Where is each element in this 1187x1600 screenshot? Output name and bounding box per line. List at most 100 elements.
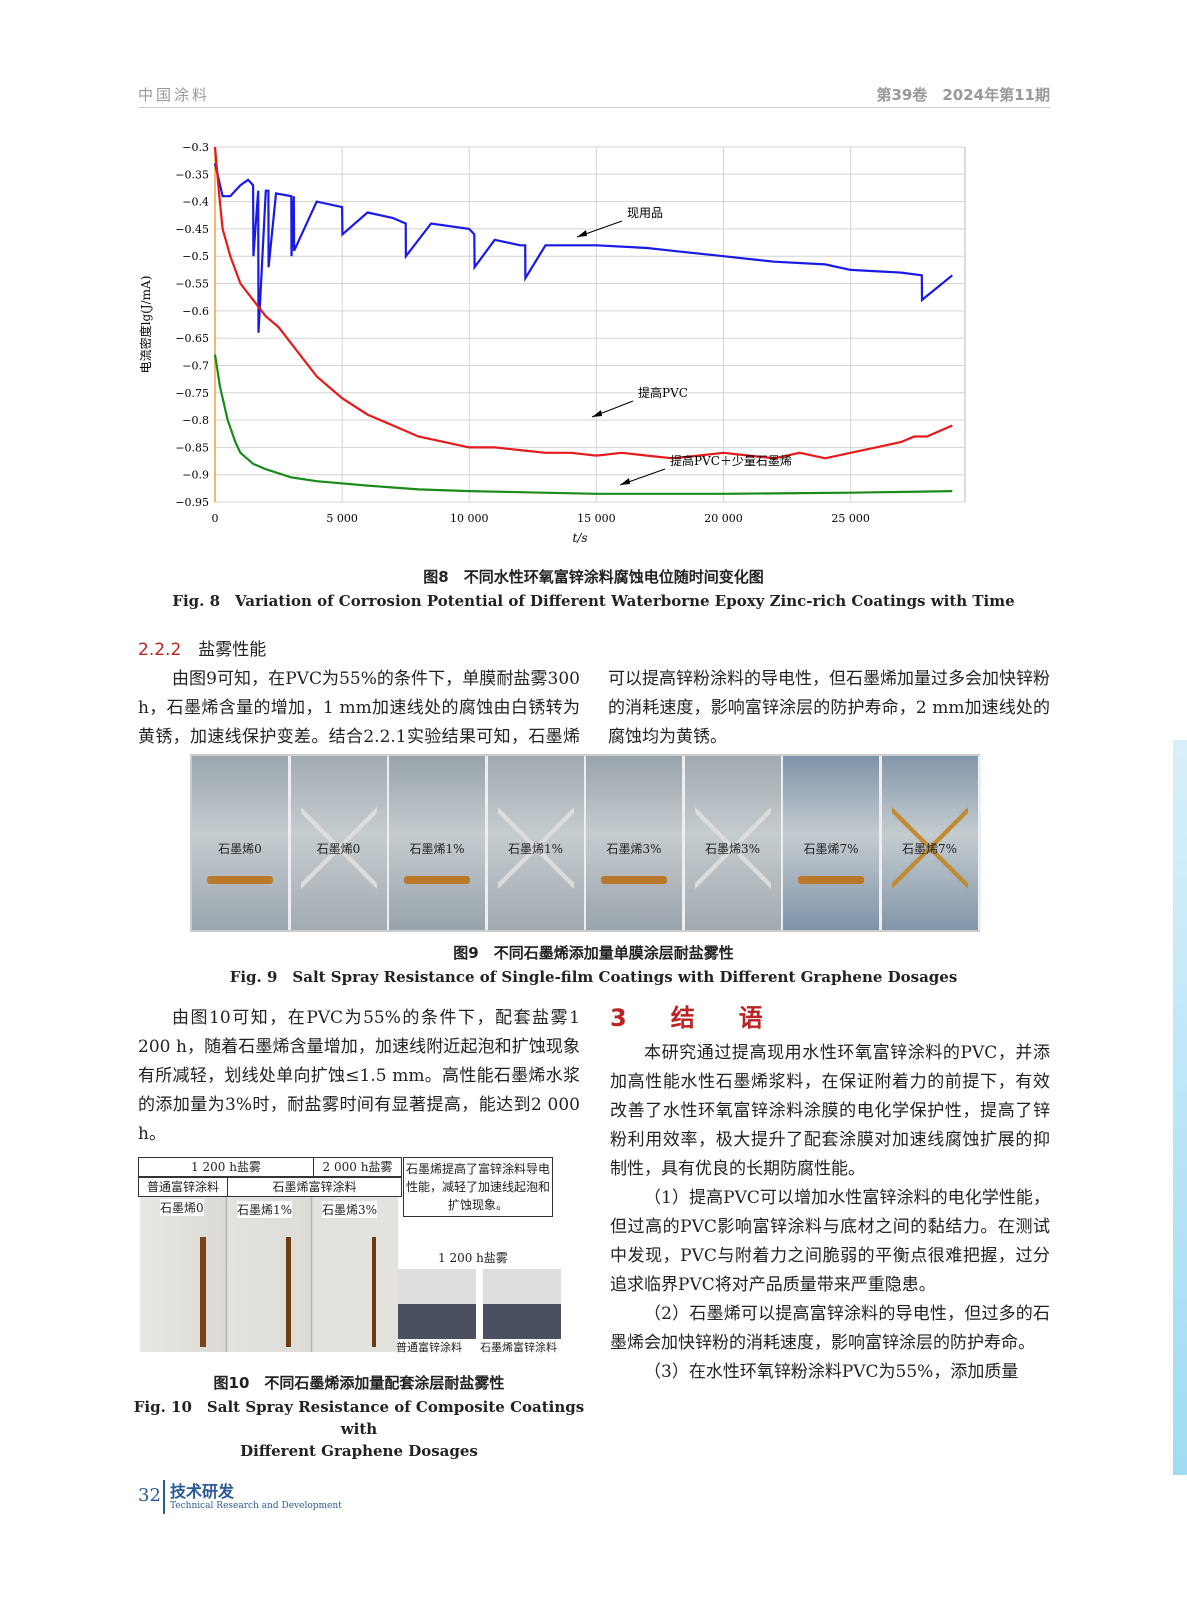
paragraph: （2）石墨烯可以提高富锌涂料的导电性，但过多的石墨烯会加快锌粉的消耗速度，影响富… [610, 1304, 1050, 1353]
rust-band [404, 876, 470, 884]
fig9-panel-label: 石墨烯0 [316, 842, 361, 856]
fig9-panel: 石墨烯0 [290, 756, 390, 930]
journal-name: 中国涂料 [138, 86, 211, 104]
fig8-chart: −0.3 −0.35 −0.4 −0.45 −0.5 −0.55 −0.6 −0.65 −0.7… [138, 141, 966, 545]
series-label: 现用品 [627, 206, 663, 220]
y-tick-label: −0.4 [182, 196, 209, 209]
x-tick-label: 20 000 [704, 512, 743, 525]
panel-label: 石墨烯1% [237, 1201, 293, 1218]
fig9-caption-en: Fig. 9 Salt Spray Resistance of Single-f… [229, 968, 958, 986]
footer-section-en: Technical Research and Development [170, 1501, 342, 1511]
fig9-panel-label: 石墨烯7% [803, 842, 859, 856]
fig10-caption-zh: 图10 不同石墨烯添加量配套涂层耐盐雾性 [213, 1374, 505, 1392]
fig10-figure: 1 200 h盐雾 2 000 h盐雾 普通富锌涂料 石墨烯富锌涂料 石墨烯0 … [138, 1157, 583, 1357]
paragraph: 由图10可知，在PVC为55%的条件下，配套盐雾1 200 h，随着石墨烯含量增… [138, 1008, 580, 1144]
edge-tab [1173, 740, 1187, 1475]
y-tick-label: −0.75 [175, 387, 209, 400]
footer-section-zh: 技术研发 [170, 1482, 235, 1501]
fig10-col-graphene: 石墨烯富锌涂料 [227, 1177, 402, 1197]
series-label: 提高PVC＋少量石墨烯 [670, 453, 792, 468]
right-column-2: 3 结 语 本研究通过提高现用水性环氧富锌涂料的PVC，并添加高性能水性石墨烯浆… [610, 1004, 1050, 1387]
y-tick-label: −0.45 [175, 223, 209, 236]
fig9-panel-label: 石墨烯0 [218, 842, 262, 856]
scribe-x-mark [300, 786, 377, 910]
fig10-small-label-normal: 普通富锌涂料 [396, 1341, 462, 1354]
y-tick-label: −0.8 [182, 414, 209, 427]
section-heading-222: 2.2.2 盐雾性能 [138, 640, 267, 660]
fig10-caption-en: Fig. 10 Salt Spray Resistance of Composi… [133, 1398, 585, 1460]
paragraph: 本研究通过提高现用水性环氧富锌涂料的PVC，并添加高性能水性石墨烯浆料，在保证附… [610, 1043, 1050, 1179]
x-tick-label: 5 000 [326, 512, 358, 525]
rust-line [372, 1237, 376, 1347]
fig10-small-title: 1 200 h盐雾 [438, 1251, 508, 1265]
x-tick-label: 0 [212, 512, 219, 525]
x-tick-label: 10 000 [450, 512, 489, 525]
rust-line [200, 1237, 206, 1347]
series-line-0 [213, 163, 953, 333]
scribe-x-mark [497, 786, 574, 910]
arrow-head-icon [592, 410, 602, 417]
plot-area [214, 146, 966, 503]
series-label: 提高PVC [638, 385, 688, 400]
fig10-closeup-normal [398, 1269, 476, 1339]
rust-band [601, 876, 667, 884]
fig9-panel-label: 石墨烯7% [901, 842, 958, 856]
y-tick-label: −0.95 [175, 496, 209, 509]
fig10-note-box: 石墨烯提高了富锌涂料导电性能，减轻了加速线起泡和扩蚀现象。 [403, 1157, 553, 1217]
fig10-header-2000h: 2 000 h盐雾 [313, 1157, 402, 1177]
sec222-body: 由图9可知，在PVC为55%的条件下，单膜耐盐雾300 h，石墨烯含量的增加，1… [138, 665, 1050, 755]
series-line-2 [213, 354, 953, 495]
x-axis-label: t/s [572, 531, 587, 545]
fig10-panels-photo: 石墨烯0 石墨烯1% 石墨烯3% [140, 1197, 398, 1352]
header-rule [138, 107, 1050, 108]
y-tick-label: −0.9 [182, 469, 209, 482]
issue-info: 第39卷 2024年第11期 [876, 86, 1051, 104]
fig9-panel-label: 石墨烯3% [606, 842, 662, 856]
paragraph: （1）提高PVC可以增加水性富锌涂料的电化学性能，但过高的PVC影响富锌涂料与底… [610, 1188, 1050, 1295]
section-heading-3: 3 结 语 [610, 1004, 773, 1032]
fig9-panel: 石墨烯7% [783, 756, 882, 930]
fig9-panel: 石墨烯3% [684, 756, 784, 930]
rust-line [286, 1237, 291, 1347]
fig9-caption-zh: 图9 不同石墨烯添加量单膜涂层耐盐雾性 [453, 944, 734, 962]
panel-label: 石墨烯3% [322, 1201, 378, 1218]
fig8-caption-zh: 图8 不同水性环氧富锌涂料腐蚀电位随时间变化图 [423, 568, 764, 586]
fig8-caption-en: Fig. 8 Variation of Corrosion Potential … [172, 592, 1015, 610]
rust-band [798, 876, 864, 884]
x-tick-label: 15 000 [577, 512, 616, 525]
y-tick-label: −0.6 [182, 305, 209, 318]
panel-label: 石墨烯0 [160, 1199, 204, 1216]
y-tick-label: −0.55 [175, 278, 209, 291]
fig9-panel: 石墨烯1% [487, 756, 587, 930]
fig9-panel-label: 石墨烯3% [704, 842, 761, 856]
fig10-col-normal: 普通富锌涂料 [138, 1177, 228, 1197]
fig9-panel: 石墨烯3% [586, 756, 685, 930]
footer-divider [163, 1480, 165, 1514]
fig10-header-1200h: 1 200 h盐雾 [138, 1157, 314, 1177]
page-number: 32 [138, 1485, 161, 1506]
fig9-panel: 石墨烯0 [192, 756, 291, 930]
fig10-closeup-graphene [483, 1269, 561, 1339]
y-tick-label: −0.85 [175, 441, 209, 454]
paragraph: （3）在水性环氧锌粉涂料PVC为55%，添加质量 [644, 1362, 1019, 1382]
y-tick-label: −0.7 [182, 359, 209, 372]
fig9-panel: 石墨烯1% [389, 756, 488, 930]
rust-band [207, 876, 273, 884]
scribe-x-mark [891, 786, 968, 910]
paragraph: 由图9可知，在PVC为55%的条件下，单膜耐盐雾300 h，石墨烯含量的增加，1… [138, 669, 1050, 747]
y-axis-label: 电流密度lg(J/mA) [138, 276, 153, 374]
y-tick-label: −0.3 [182, 141, 209, 154]
left-column-1: 2.2.2 盐雾性能 [138, 636, 580, 665]
fig9-panel: 石墨烯7% [881, 756, 981, 930]
fig9-photo-strip: 石墨烯0 石墨烯0 石墨烯1% 石墨烯1% 石墨烯3% 石墨烯3% 石墨烯7% 石墨烯7% [190, 754, 981, 932]
scribe-x-mark [694, 786, 771, 910]
fig10-small-label-graphene: 石墨烯富锌涂料 [480, 1341, 557, 1354]
y-tick-label: −0.65 [175, 332, 209, 345]
fig9-panel-label: 石墨烯1% [409, 842, 465, 856]
series-line-1 [213, 146, 953, 460]
arrow-head-icon [620, 478, 630, 485]
y-tick-label: −0.5 [182, 250, 209, 263]
left-column-2: 由图10可知，在PVC为55%的条件下，配套盐雾1 200 h，随着石墨烯含量增… [138, 1004, 580, 1149]
arrow-head-icon [577, 230, 587, 237]
